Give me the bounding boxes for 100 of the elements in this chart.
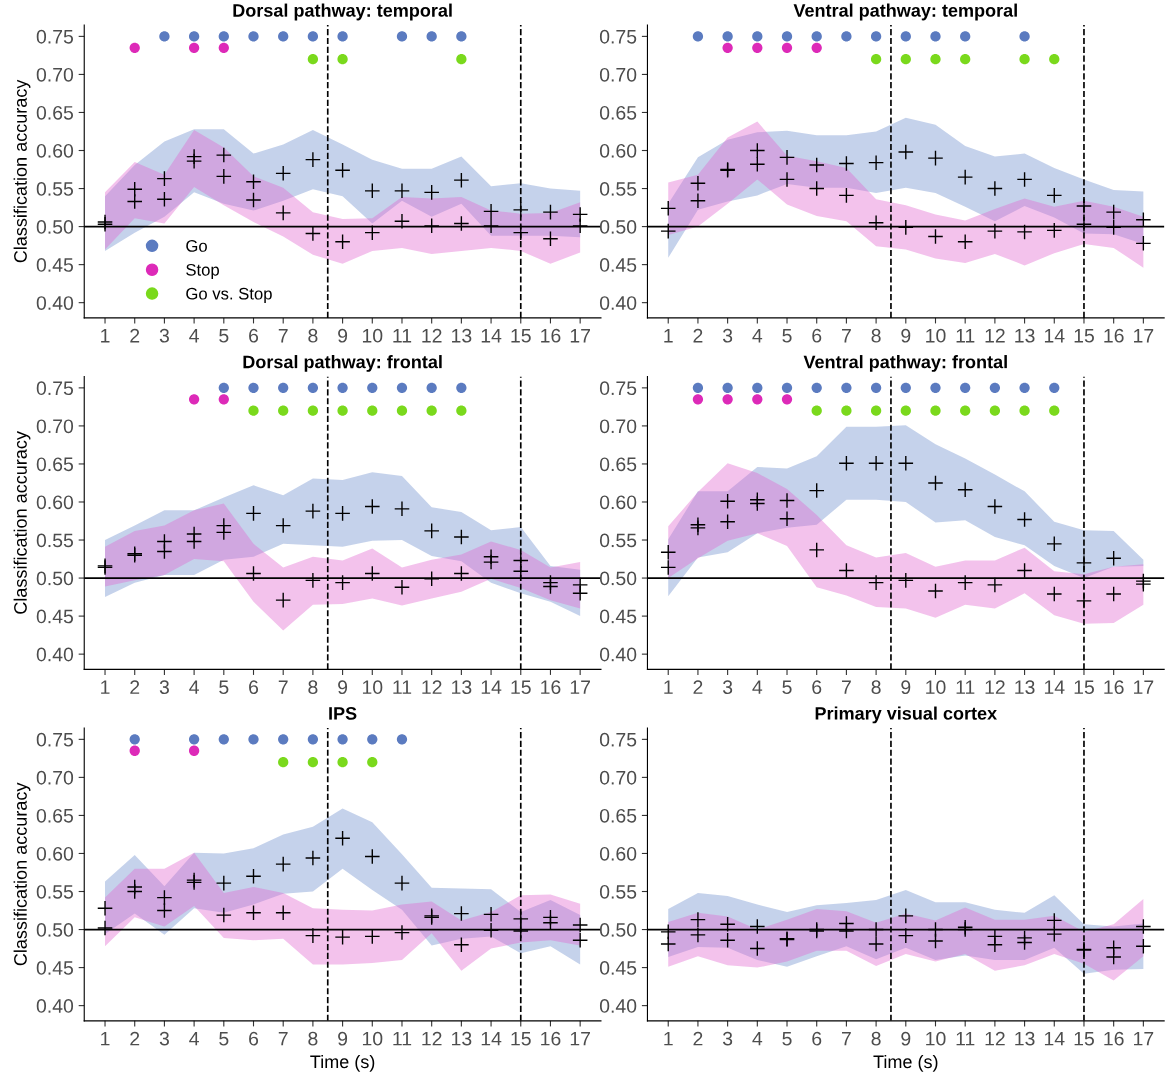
- x-tick-label: 3: [159, 328, 169, 343]
- y-tick-label: 0.55: [599, 533, 637, 548]
- x-tick-label: 14: [481, 680, 502, 694]
- x-tick-label: 16: [541, 680, 561, 695]
- y-tick-label: 0.40: [36, 999, 74, 1013]
- x-tick-label: 15: [511, 1031, 531, 1046]
- y-tick-label: 0.65: [599, 808, 637, 823]
- x-tick-label: 7: [278, 329, 288, 343]
- y-tick-label: 0.50: [36, 571, 74, 586]
- x-tick-label: 15: [511, 329, 531, 343]
- x-tick-label: 2: [130, 1031, 140, 1046]
- y-tick-label: 0.65: [36, 457, 74, 472]
- x-tick-label: 14: [481, 329, 502, 343]
- x-tick-label: 11: [393, 329, 412, 343]
- x-tick-label: 17: [570, 1031, 590, 1046]
- y-tick-label: 0.40: [599, 647, 637, 662]
- x-tick-label: 7: [278, 680, 288, 694]
- x-tick-label: 10: [926, 1031, 946, 1046]
- x-tick-label: 13: [452, 680, 472, 695]
- chart-title: Primary visual cortex: [815, 706, 997, 724]
- x-tick-label: 2: [130, 680, 140, 694]
- y-tick-label: 0.50: [599, 923, 637, 937]
- y-tick-label: 0.60: [36, 846, 74, 861]
- x-tick-label: 4: [752, 329, 763, 343]
- x-tick-label: 17: [570, 680, 590, 694]
- x-tick-label: 8: [308, 1031, 318, 1046]
- chart-title: IPS: [329, 707, 357, 720]
- x-tick-label: 12: [985, 1031, 1005, 1046]
- y-tick-label: 0.50: [36, 923, 74, 937]
- x-tick-label: 7: [278, 1031, 288, 1046]
- y-tick-label: 0.45: [36, 961, 74, 975]
- x-tick-label: 12: [985, 328, 1005, 343]
- x-tick-label: 4: [752, 680, 763, 694]
- y-tick-label: 0.60: [599, 143, 637, 158]
- y-tick-label: 0.45: [599, 609, 637, 624]
- x-tick-label: 8: [308, 328, 318, 343]
- y-tick-label: 0.45: [36, 258, 74, 272]
- y-tick-label: 0.75: [36, 732, 74, 747]
- x-tick-label: 8: [871, 1031, 881, 1046]
- y-tick-label: 0.75: [599, 732, 637, 747]
- y-tick-label: 0.55: [599, 182, 637, 196]
- y-tick-label: 0.70: [599, 67, 637, 82]
- x-tick-label: 5: [219, 1031, 229, 1046]
- x-tick-label: 7: [842, 329, 851, 343]
- x-tick-label: 16: [541, 1031, 561, 1046]
- y-tick-label: 0.65: [599, 457, 637, 472]
- x-tick-label: 15: [511, 680, 531, 695]
- x-tick-label: 9: [338, 328, 348, 343]
- x-tick-label: 16: [1104, 328, 1124, 343]
- y-tick-label: 0.70: [599, 770, 637, 785]
- y-axis-title: Classification accuracy: [13, 431, 31, 614]
- x-tick-label: 7: [842, 1031, 851, 1046]
- x-tick-label: 17: [1134, 680, 1154, 694]
- x-tick-label: 1: [101, 329, 110, 343]
- x-tick-label: 8: [871, 328, 881, 343]
- x-tick-label: 14: [1044, 680, 1065, 694]
- x-tick-label: 10: [926, 328, 946, 343]
- chart-title: Ventral pathway: frontal: [803, 355, 1007, 372]
- x-tick-label: 15: [1074, 1031, 1094, 1046]
- x-tick-label: 5: [782, 680, 792, 695]
- chart-title: Dorsal pathway: frontal: [243, 355, 442, 372]
- y-tick-label: 0.55: [36, 182, 74, 196]
- x-tick-label: 15: [1074, 680, 1094, 695]
- y-tick-label: 0.65: [599, 105, 637, 120]
- x-tick-label: 16: [541, 328, 561, 343]
- x-axis-title: Time (s): [310, 1054, 375, 1072]
- x-tick-label: 12: [985, 680, 1005, 694]
- x-tick-label: 2: [130, 328, 140, 343]
- y-tick-label: 0.45: [599, 961, 637, 975]
- x-tick-label: 9: [901, 680, 911, 695]
- x-tick-label: 16: [1104, 1031, 1124, 1046]
- x-tick-label: 3: [159, 1031, 169, 1046]
- y-tick-label: 0.60: [599, 495, 637, 510]
- x-tick-label: 7: [842, 680, 851, 694]
- x-tick-label: 4: [189, 1031, 199, 1046]
- x-tick-label: 3: [159, 680, 169, 695]
- x-tick-label: 13: [1015, 328, 1035, 343]
- x-tick-label: 1: [101, 680, 110, 694]
- x-tick-label: 17: [1134, 329, 1154, 343]
- x-tick-label: 10: [362, 1031, 383, 1046]
- x-tick-label: 15: [1074, 329, 1094, 343]
- x-tick-label: 9: [901, 1031, 911, 1046]
- x-tick-label: 3: [722, 328, 733, 343]
- x-tick-label: 5: [782, 329, 792, 343]
- x-tick-label: 6: [812, 328, 822, 343]
- x-tick-label: 6: [249, 328, 259, 343]
- x-axis-title: Time (s): [873, 1054, 938, 1072]
- y-tick-label: 0.75: [36, 29, 74, 44]
- x-tick-label: 4: [189, 680, 199, 694]
- x-tick-label: 6: [812, 680, 822, 695]
- x-tick-label: 2: [693, 680, 703, 694]
- y-tick-label: 0.40: [36, 647, 74, 662]
- y-tick-label: 0.75: [599, 381, 637, 396]
- y-tick-label: 0.50: [599, 220, 637, 234]
- x-tick-label: 13: [452, 328, 472, 343]
- y-tick-label: 0.75: [599, 29, 637, 44]
- x-tick-label: 5: [219, 680, 229, 695]
- y-tick-label: 0.60: [36, 143, 74, 158]
- y-tick-label: 0.65: [36, 105, 74, 120]
- x-tick-label: 3: [722, 680, 733, 695]
